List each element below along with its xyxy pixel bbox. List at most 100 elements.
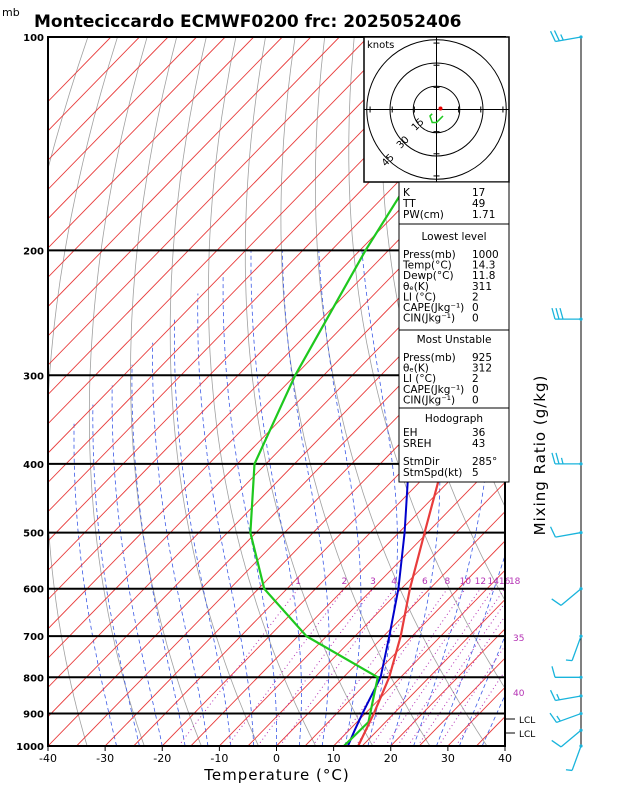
isotherm (48, 37, 340, 337)
wind-barb (551, 452, 583, 466)
wind-barb (551, 307, 583, 321)
isotherm (48, 37, 312, 308)
lowest-level-label: Temp(°C) (402, 260, 452, 272)
mixing-ratio-line (336, 588, 448, 746)
wind-barb-flag (551, 598, 562, 606)
hodograph-table-box (398, 407, 510, 483)
lowest-level-box (398, 223, 510, 331)
mixing-ratio-label: 10 (460, 577, 472, 587)
hodograph-plot (364, 37, 509, 182)
hodograph-unit: knots (367, 40, 394, 51)
wind-barb (549, 689, 583, 702)
lowest-level-value: 14.3 (472, 260, 495, 272)
lowest-level-title: Lowest level (421, 231, 486, 243)
wind-barb-flag (551, 452, 556, 465)
isotherm (48, 276, 505, 746)
isotherm (48, 218, 505, 689)
most-unstable-value: 2 (472, 373, 479, 385)
lowest-level-label: Dewp(°C) (403, 270, 454, 282)
wind-barb-staff (560, 729, 582, 748)
most-unstable-label: CIN(Jkg⁻¹) (403, 394, 455, 406)
wind-barb-staff (556, 712, 582, 724)
mixing-ratio-label: 3 (370, 577, 376, 587)
mixing-ratio-label: 4 (391, 577, 397, 587)
lowest-level-label: θₑ(K) (403, 281, 429, 293)
wind-barb-base (579, 530, 583, 535)
pressure-tick-label: 200 (23, 246, 44, 257)
wind-barb-half-flag (565, 769, 573, 772)
pressure-unit-label: mb (2, 6, 20, 19)
lcl-markers: LCL LCL (505, 716, 535, 740)
lowest-level-value: 0 (472, 313, 479, 325)
wind-barb-staff (555, 531, 582, 538)
temperature-tick-label: -30 (96, 752, 114, 765)
hodograph-row-label: StmDir (403, 456, 440, 468)
wind-barb-flag (549, 712, 558, 723)
most-unstable-label: CAPE(Jkg⁻¹) (403, 384, 464, 396)
mixing-ratio-line (355, 588, 466, 746)
lowest-level-label: LI (°C) (403, 291, 436, 303)
wind-barb-staff (555, 695, 582, 702)
most-unstable-value: 925 (472, 352, 492, 364)
hodograph-row-label: SREH (403, 438, 432, 450)
moist-adiabat (318, 250, 362, 746)
mixing-ratio-label: 1 (295, 577, 301, 587)
wind-barb-base (579, 35, 583, 39)
wind-barb (551, 587, 583, 606)
hodograph-trace (429, 113, 444, 124)
wind-barb-base (579, 675, 583, 679)
moist-adiabat (197, 293, 255, 746)
wind-barb (549, 711, 583, 724)
wind-barb-half-flag (556, 715, 561, 722)
dry-adiabat (48, 37, 89, 171)
hodograph-row-label: StmSpd(kt) (403, 467, 462, 479)
chart-title: Monteciccardo ECMWF0200 frc: 2025052406 (34, 12, 462, 32)
most-unstable-value: 0 (472, 384, 479, 396)
wind-barb (549, 526, 583, 538)
index-value: 49 (472, 198, 485, 210)
pressure-tick-label: 800 (23, 673, 44, 684)
dry-adiabat (88, 37, 148, 746)
dry-adiabat (561, 37, 618, 746)
isotherm-label: 40 (513, 689, 525, 699)
temperature-tick-label: 0 (273, 752, 280, 765)
moist-adiabat (73, 422, 117, 746)
wind-barb-base (579, 744, 583, 748)
isotherm (48, 247, 505, 718)
temperature-tick-label: -40 (39, 752, 57, 765)
wind-barb (551, 666, 583, 679)
pressure-tick-label: 500 (23, 529, 44, 540)
mixing-ratio-label: 12 (475, 577, 486, 587)
mixing-ratio-axis-label: Mixing Ratio (g/kg) (531, 375, 549, 536)
temperature-tick-label: -10 (210, 752, 228, 765)
wind-barb (565, 634, 583, 662)
isotherm (247, 481, 505, 746)
index-value: 1.71 (472, 209, 495, 221)
temperature-tick-label: 20 (384, 752, 398, 765)
isotherm (48, 37, 140, 132)
storm-motion-marker (438, 106, 443, 111)
most-unstable-value: 0 (472, 394, 479, 406)
index-tables: K 17 TT 49 PW(cm) 1.71 Lowest level Press(mb) 10… (398, 181, 510, 483)
moist-adiabat (152, 342, 209, 746)
isotherm (304, 540, 505, 746)
temperature-profile (357, 287, 505, 746)
mixing-ratio-label: 8 (445, 577, 451, 587)
wind-barb-base (579, 711, 583, 716)
dry-adiabat (130, 37, 202, 746)
isotherm (361, 598, 505, 746)
most-unstable-label: θₑ(K) (403, 363, 429, 375)
pressure-tick-label: 1000 (16, 742, 44, 753)
mixing-ratio-label: 6 (422, 577, 428, 587)
isotherm (190, 423, 505, 746)
lcl-label: LCL (519, 730, 535, 740)
isotherm (48, 37, 454, 454)
lowest-level-value: 0 (472, 302, 479, 314)
wind-barb-staff (555, 36, 582, 43)
isotherm (48, 37, 255, 249)
isotherm (333, 569, 505, 746)
wind-barb-flag (549, 689, 556, 701)
